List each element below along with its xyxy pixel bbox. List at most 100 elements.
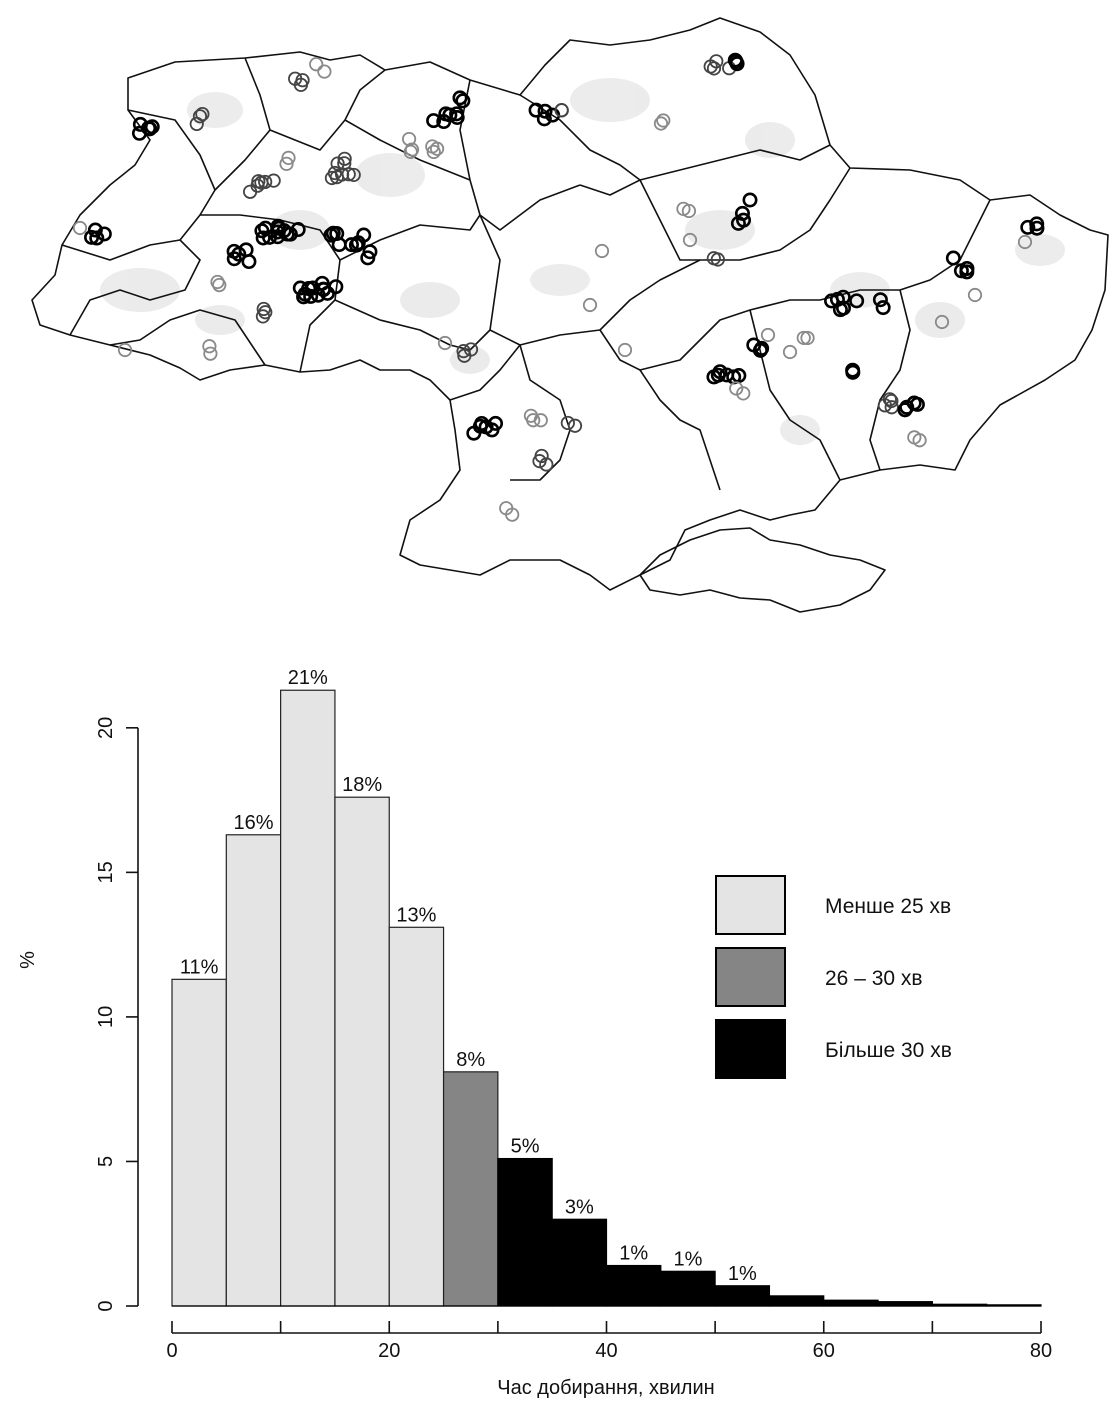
- map-marker: [760, 327, 776, 343]
- map-marker: [360, 250, 376, 266]
- map-marker: [800, 330, 815, 346]
- bar-value-labels: 11% 16% 21% 18% 13% 8% 5% 3% 1% 1% 1%: [180, 667, 757, 1285]
- map-marker: [327, 165, 343, 181]
- map-marker: [505, 507, 520, 522]
- map-marker: [884, 393, 899, 409]
- map-marker: [337, 151, 352, 166]
- map-marker: [912, 433, 927, 448]
- map-marker: [255, 230, 271, 246]
- map-marker: [796, 330, 811, 346]
- map-marker: [884, 400, 899, 415]
- map-marker: [437, 335, 453, 351]
- map-marker: [554, 103, 569, 118]
- map-marker: [426, 144, 441, 160]
- bar-value-label: 1%: [619, 1243, 648, 1265]
- map-marker: [484, 422, 500, 438]
- histogram-bar: [714, 1285, 771, 1307]
- map-marker: [317, 64, 332, 79]
- map-marker: [617, 342, 633, 358]
- map-marker: [270, 229, 286, 245]
- map-marker: [526, 413, 541, 428]
- map-marker: [210, 274, 225, 290]
- map-marker: [719, 367, 735, 383]
- bar-value-label: 16%: [233, 812, 273, 834]
- map-marker: [528, 102, 544, 118]
- map-marker: [337, 156, 352, 171]
- map-marker: [463, 342, 479, 357]
- histogram-bar: [280, 689, 336, 1307]
- bar-value-label: 3%: [565, 1196, 594, 1218]
- map-marker: [953, 263, 969, 279]
- map-marker: [934, 314, 950, 330]
- map-marker: [288, 71, 303, 86]
- histogram-bar: [334, 796, 390, 1307]
- map-marker: [653, 116, 669, 131]
- bar-value-label: 13%: [396, 904, 436, 926]
- map-marker: [729, 381, 744, 396]
- map-marker: [882, 392, 897, 407]
- map-marker: [89, 230, 105, 246]
- x-tick-label: 20: [378, 1340, 400, 1362]
- histogram-bar: [171, 978, 227, 1307]
- map-marker: [404, 142, 420, 157]
- map-marker: [742, 192, 758, 208]
- x-tick-label: 60: [813, 1340, 835, 1362]
- map-marker: [241, 254, 257, 270]
- legend-swatch: [715, 875, 786, 935]
- map-markers: [72, 52, 1045, 522]
- bar-value-label: 11%: [180, 956, 219, 978]
- x-tick-label: 40: [595, 1340, 617, 1362]
- map-marker: [782, 344, 798, 360]
- legend-swatch: [715, 1019, 786, 1079]
- map-marker: [824, 293, 840, 309]
- histogram-bar: [823, 1299, 879, 1307]
- histogram-bar: [225, 834, 282, 1307]
- map-marker: [226, 251, 242, 267]
- bar-value-label: 21%: [288, 667, 328, 689]
- map-marker: [849, 293, 865, 309]
- legend-swatch: [715, 947, 786, 1007]
- histogram-bar: [442, 1071, 499, 1307]
- map-marker: [656, 113, 671, 128]
- map-borders: [31, 17, 1109, 613]
- map-marker: [845, 364, 861, 380]
- map-marker: [279, 156, 294, 171]
- map-marker: [84, 229, 100, 245]
- map-marker: [536, 111, 552, 127]
- bar-value-label: 1%: [728, 1263, 757, 1285]
- histogram-bars: [171, 689, 1042, 1307]
- map-marker: [452, 90, 468, 106]
- y-axis-title: %: [17, 951, 39, 969]
- bar-value-label: 8%: [456, 1049, 485, 1071]
- bar-value-label: 5%: [511, 1136, 540, 1158]
- map-marker: [254, 175, 269, 190]
- map-marker: [243, 184, 258, 199]
- map-marker: [754, 340, 770, 356]
- x-tick-label: 0: [166, 1340, 177, 1362]
- map-marker: [872, 292, 888, 308]
- map-marker: [270, 224, 286, 240]
- map-marker: [270, 218, 286, 234]
- map-marker: [1017, 234, 1033, 250]
- map-marker: [72, 220, 88, 236]
- map-marker: [533, 413, 548, 428]
- histogram-bar: [605, 1264, 662, 1307]
- x-axis-title: Час добирання, хвилин: [497, 1377, 714, 1399]
- map-marker: [875, 300, 891, 316]
- bar-value-label: 18%: [342, 774, 382, 796]
- map-marker: [202, 339, 217, 354]
- map-marker: [449, 106, 465, 122]
- legend-label: Менше 25 хв: [825, 895, 951, 918]
- map-marker: [117, 342, 133, 358]
- map-marker: [87, 222, 103, 238]
- map-marker: [290, 222, 306, 238]
- map-marker: [255, 309, 271, 324]
- map-marker: [1029, 220, 1045, 236]
- map-marker: [899, 399, 915, 415]
- map-marker: [729, 56, 745, 72]
- map-shading: [100, 78, 1065, 445]
- histogram-bar: [497, 1157, 553, 1307]
- y-tick-label: 10: [95, 1006, 117, 1028]
- map-marker: [195, 106, 210, 122]
- map-marker: [426, 113, 442, 129]
